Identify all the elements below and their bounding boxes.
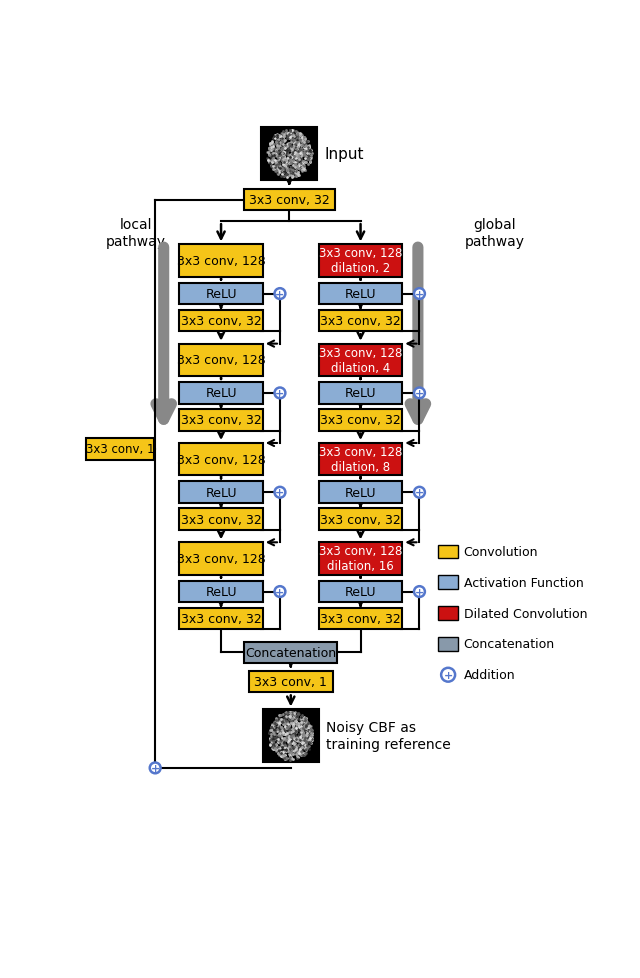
FancyBboxPatch shape: [438, 576, 458, 590]
FancyBboxPatch shape: [179, 284, 263, 305]
Circle shape: [414, 388, 425, 399]
Text: 3x3 conv, 32: 3x3 conv, 32: [320, 513, 401, 526]
Text: +: +: [275, 388, 285, 398]
FancyBboxPatch shape: [179, 245, 263, 278]
Circle shape: [414, 289, 425, 299]
Text: +: +: [444, 670, 452, 680]
Text: 3x3 conv, 32: 3x3 conv, 32: [320, 315, 401, 328]
Text: Activation Function: Activation Function: [463, 576, 584, 589]
FancyBboxPatch shape: [438, 545, 458, 558]
Text: +: +: [415, 388, 424, 398]
Text: 3x3 conv, 32: 3x3 conv, 32: [180, 315, 261, 328]
FancyBboxPatch shape: [179, 608, 263, 630]
FancyBboxPatch shape: [249, 671, 333, 692]
Circle shape: [275, 289, 285, 299]
Circle shape: [441, 668, 455, 682]
Text: 3x3 conv, 1: 3x3 conv, 1: [86, 443, 154, 456]
Text: +: +: [415, 488, 424, 498]
Text: ReLU: ReLU: [345, 486, 376, 499]
FancyBboxPatch shape: [179, 382, 263, 404]
FancyBboxPatch shape: [319, 608, 403, 630]
FancyBboxPatch shape: [244, 190, 335, 211]
Text: +: +: [415, 587, 424, 597]
Text: +: +: [150, 763, 160, 774]
Text: local
pathway: local pathway: [106, 218, 166, 248]
FancyBboxPatch shape: [319, 284, 403, 305]
Text: 3x3 conv, 32: 3x3 conv, 32: [180, 612, 261, 625]
FancyBboxPatch shape: [319, 482, 403, 504]
Text: 3x3 conv, 32: 3x3 conv, 32: [180, 414, 261, 427]
FancyBboxPatch shape: [179, 543, 263, 575]
FancyBboxPatch shape: [179, 581, 263, 602]
Circle shape: [414, 587, 425, 598]
Circle shape: [275, 487, 285, 498]
Text: 3x3 conv, 32: 3x3 conv, 32: [320, 612, 401, 625]
FancyBboxPatch shape: [319, 581, 403, 602]
Text: 3x3 conv, 128: 3x3 conv, 128: [177, 354, 266, 367]
Circle shape: [275, 587, 285, 598]
Text: ReLU: ReLU: [345, 586, 376, 599]
FancyBboxPatch shape: [438, 606, 458, 620]
FancyBboxPatch shape: [319, 310, 403, 332]
FancyBboxPatch shape: [438, 638, 458, 651]
FancyBboxPatch shape: [319, 245, 403, 278]
Text: 3x3 conv, 128
dilation, 16: 3x3 conv, 128 dilation, 16: [319, 545, 402, 573]
FancyBboxPatch shape: [263, 710, 319, 762]
FancyBboxPatch shape: [179, 310, 263, 332]
Text: +: +: [275, 587, 285, 597]
FancyBboxPatch shape: [179, 410, 263, 431]
Text: Dilated Convolution: Dilated Convolution: [463, 607, 587, 620]
Text: 3x3 conv, 128: 3x3 conv, 128: [177, 453, 266, 467]
FancyBboxPatch shape: [319, 410, 403, 431]
FancyBboxPatch shape: [319, 543, 403, 575]
Text: ReLU: ReLU: [205, 486, 237, 499]
Text: ReLU: ReLU: [205, 387, 237, 400]
Text: 3x3 conv, 128: 3x3 conv, 128: [177, 254, 266, 268]
Text: 3x3 conv, 32: 3x3 conv, 32: [320, 414, 401, 427]
FancyBboxPatch shape: [319, 443, 403, 476]
FancyBboxPatch shape: [179, 509, 263, 530]
Text: ReLU: ReLU: [205, 288, 237, 301]
FancyBboxPatch shape: [319, 344, 403, 377]
Text: +: +: [275, 488, 285, 498]
Circle shape: [150, 763, 161, 774]
Text: 3x3 conv, 1: 3x3 conv, 1: [254, 676, 327, 689]
Text: Noisy CBF as
training reference: Noisy CBF as training reference: [326, 721, 451, 751]
Text: 3x3 conv, 128
dilation, 2: 3x3 conv, 128 dilation, 2: [319, 247, 402, 275]
FancyBboxPatch shape: [319, 382, 403, 404]
FancyBboxPatch shape: [319, 509, 403, 530]
Text: ReLU: ReLU: [345, 387, 376, 400]
Text: 3x3 conv, 32: 3x3 conv, 32: [180, 513, 261, 526]
FancyBboxPatch shape: [261, 128, 317, 180]
Text: 3x3 conv, 32: 3x3 conv, 32: [249, 194, 330, 207]
FancyBboxPatch shape: [179, 344, 263, 377]
Text: 3x3 conv, 128
dilation, 8: 3x3 conv, 128 dilation, 8: [319, 446, 402, 473]
FancyBboxPatch shape: [244, 642, 337, 663]
Text: ReLU: ReLU: [345, 288, 376, 301]
Text: Addition: Addition: [463, 669, 515, 682]
Text: Concatenation: Concatenation: [245, 646, 337, 659]
FancyBboxPatch shape: [179, 443, 263, 476]
Text: +: +: [415, 289, 424, 299]
Text: 3x3 conv, 128: 3x3 conv, 128: [177, 553, 266, 565]
Text: 3x3 conv, 128
dilation, 4: 3x3 conv, 128 dilation, 4: [319, 346, 402, 375]
Text: Input: Input: [325, 147, 364, 161]
Circle shape: [275, 388, 285, 399]
Text: Convolution: Convolution: [463, 546, 538, 558]
FancyBboxPatch shape: [179, 482, 263, 504]
Text: global
pathway: global pathway: [465, 218, 525, 248]
Text: Concatenation: Concatenation: [463, 638, 555, 650]
Text: +: +: [275, 289, 285, 299]
Text: ReLU: ReLU: [205, 586, 237, 599]
FancyBboxPatch shape: [86, 438, 154, 460]
Circle shape: [414, 487, 425, 498]
